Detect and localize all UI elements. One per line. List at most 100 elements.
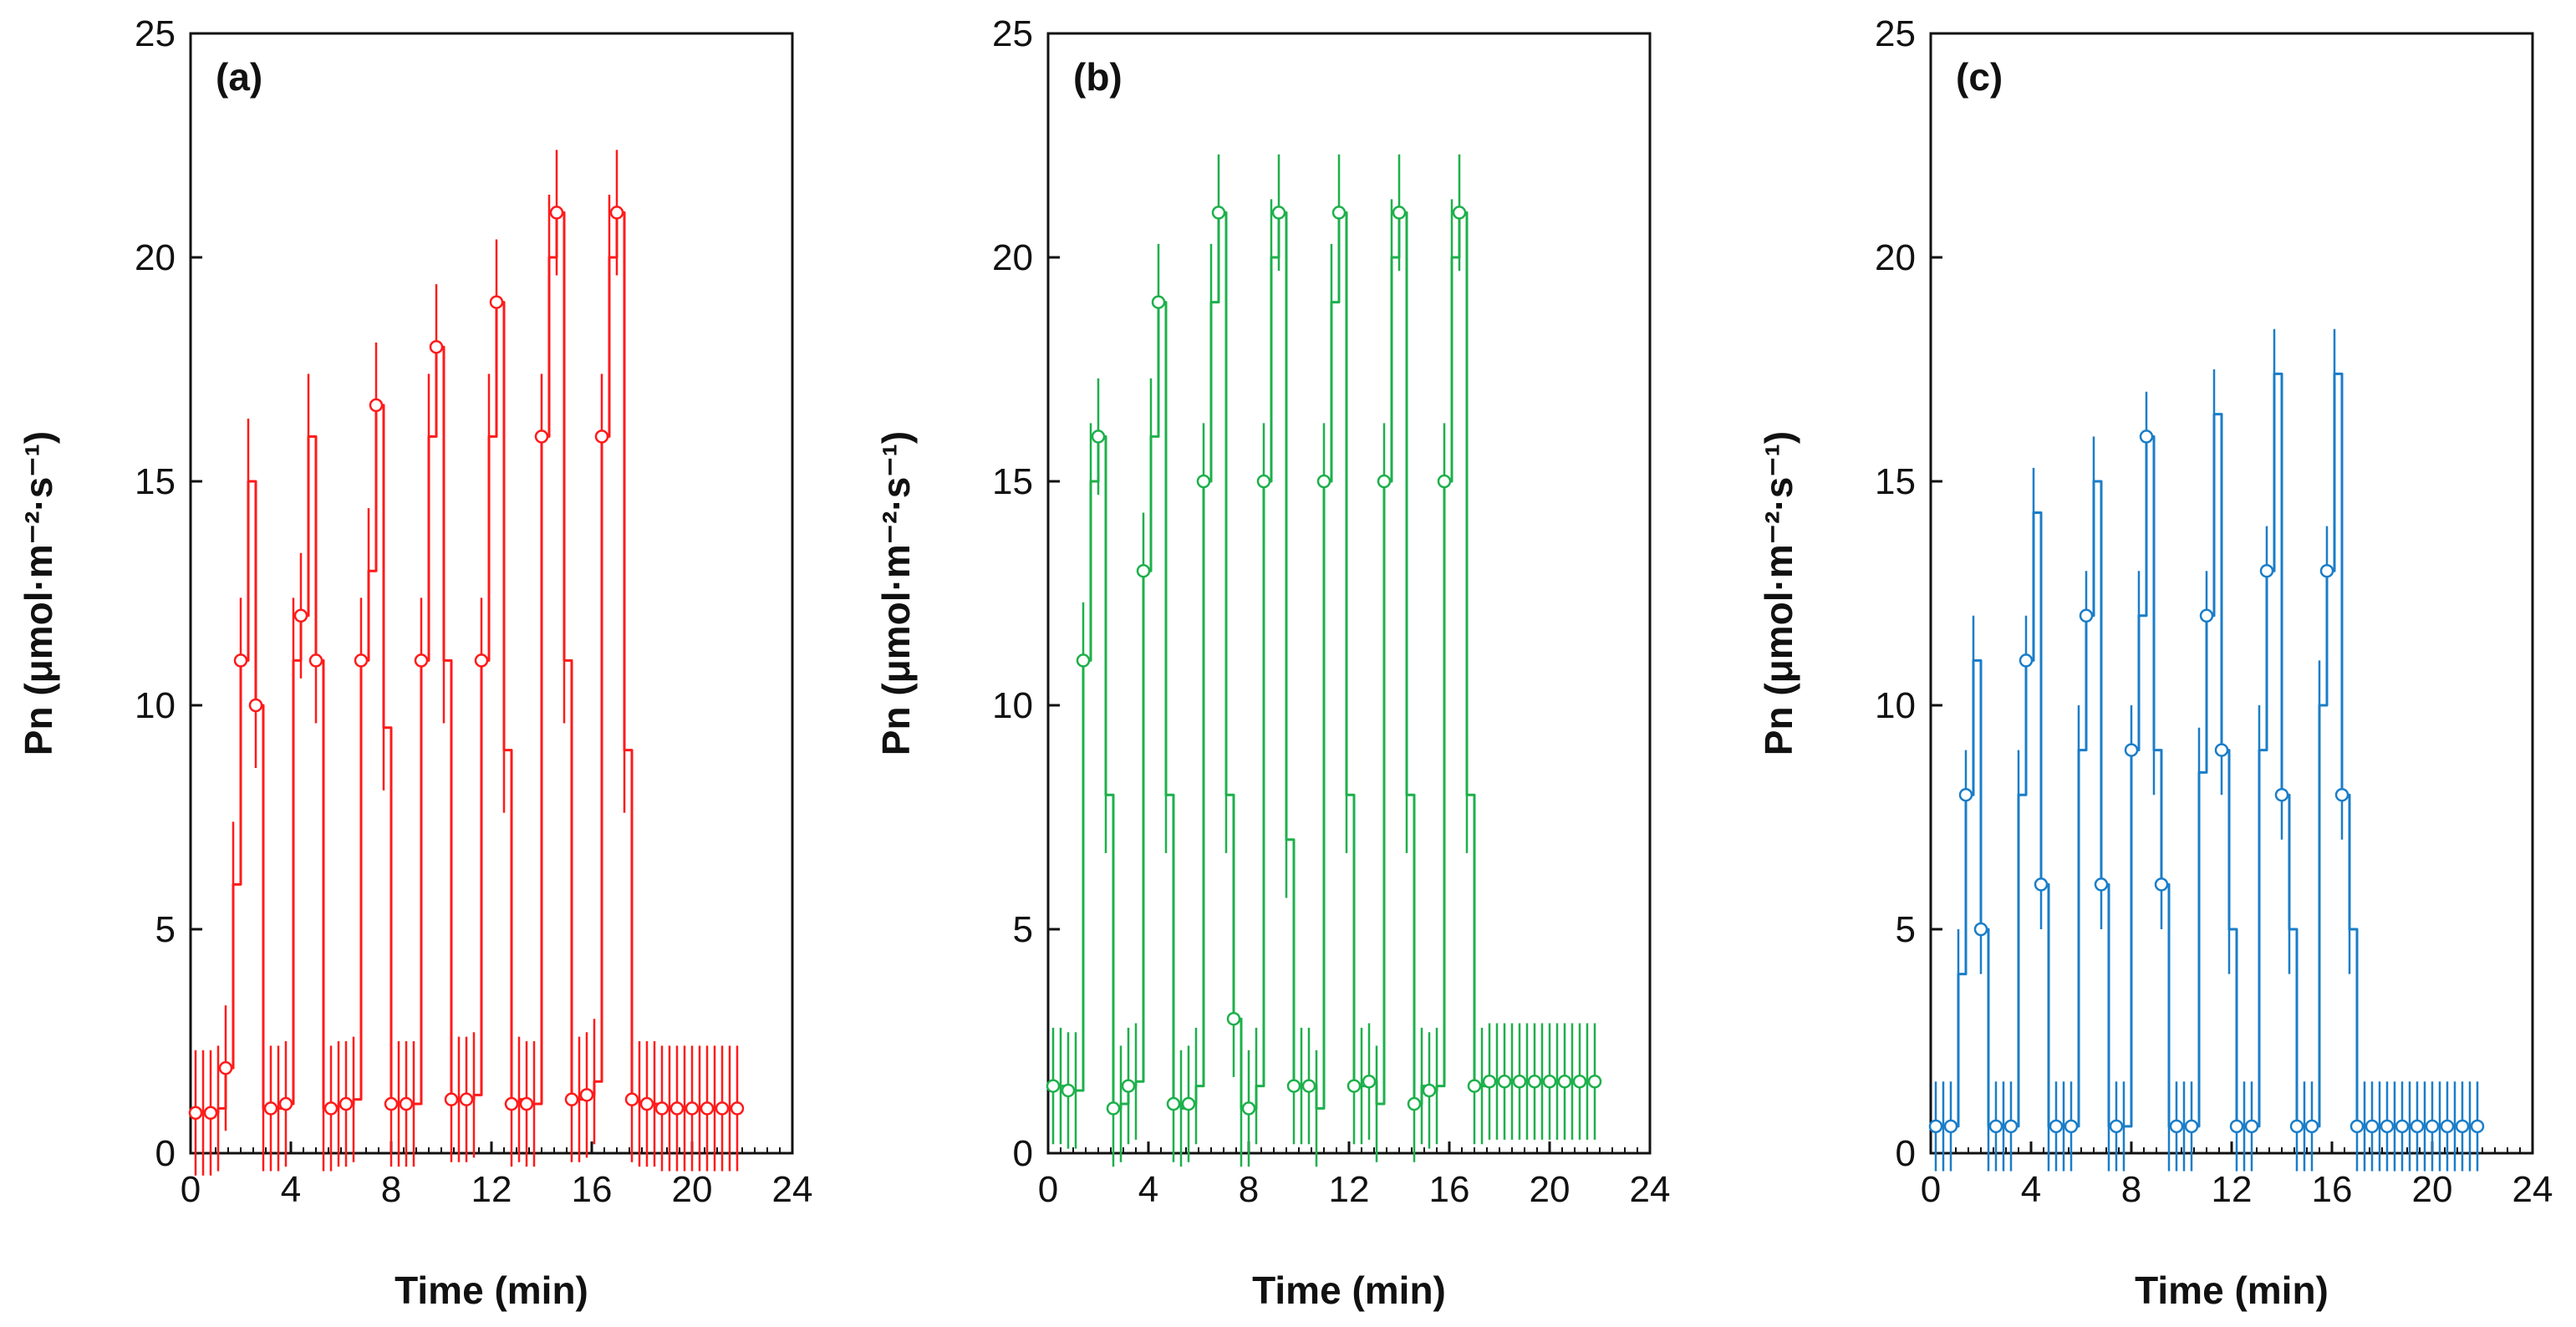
data-point xyxy=(2139,430,2154,444)
data-point xyxy=(2244,1119,2259,1134)
y-tick-label: 10 xyxy=(1875,685,1916,726)
data-point xyxy=(2455,1119,2470,1134)
x-axis-title: Time (min) xyxy=(395,1269,588,1312)
data-point xyxy=(2319,563,2334,578)
data-point xyxy=(1091,430,1106,444)
data-point xyxy=(2214,743,2229,757)
y-tick-label: 10 xyxy=(992,685,1033,726)
data-point xyxy=(1331,206,1347,220)
data-point xyxy=(1958,787,1973,802)
data-point xyxy=(1467,1079,1482,1093)
data-point xyxy=(1362,1074,1377,1089)
data-point xyxy=(459,1092,474,1106)
data-point xyxy=(2154,877,2169,892)
data-point xyxy=(1587,1074,1602,1089)
data-point xyxy=(2229,1119,2244,1134)
data-point xyxy=(2199,608,2214,623)
data-point xyxy=(1377,474,1392,489)
data-point xyxy=(429,339,444,354)
x-tick-label: 24 xyxy=(772,1169,813,1210)
chart-panel-b: (b) Time (min) Pn (μmol·m⁻²·s⁻¹) 0 5 10 15 2… xyxy=(874,13,1670,1312)
data-point xyxy=(1076,653,1091,668)
y-tick-label: 25 xyxy=(135,13,176,54)
x-tick-label: 16 xyxy=(2312,1169,2353,1210)
y-tick-label: 20 xyxy=(135,237,176,278)
data-point xyxy=(594,430,609,444)
x-tick-label: 4 xyxy=(281,1169,301,1210)
panel-label: (c) xyxy=(1956,55,2003,99)
data-point xyxy=(2395,1119,2410,1134)
y-tick-label: 15 xyxy=(992,461,1033,502)
data-point xyxy=(609,206,624,220)
data-point xyxy=(519,1096,534,1111)
tick-group: 0 5 10 15 20 25 0 4 8 12 16 20 24 xyxy=(992,13,1670,1210)
data-point xyxy=(2124,743,2139,757)
data-point xyxy=(2064,1119,2079,1134)
data-point xyxy=(1928,1119,1943,1134)
data-point xyxy=(654,1101,669,1116)
data-point xyxy=(293,608,308,623)
x-tick-label: 24 xyxy=(2512,1169,2553,1210)
data-point xyxy=(1136,563,1151,578)
y-tick-label: 25 xyxy=(992,13,1033,54)
x-tick-label: 20 xyxy=(672,1169,713,1210)
panel-label: (a) xyxy=(216,55,262,99)
data-point xyxy=(669,1101,685,1116)
data-point xyxy=(1973,922,1988,937)
chart-panel-a: (a) Time (min) Pn (μmol·m⁻²·s⁻¹) 0 5 10 15 2… xyxy=(17,13,812,1312)
data-point xyxy=(1226,1011,1241,1026)
data-point xyxy=(2289,1119,2304,1134)
data-point xyxy=(2334,787,2349,802)
x-tick-label: 8 xyxy=(2121,1169,2141,1210)
data-point xyxy=(203,1106,218,1121)
data-point xyxy=(1527,1074,1542,1089)
data-point xyxy=(2440,1119,2455,1134)
x-tick-label: 0 xyxy=(1921,1169,1941,1210)
y-axis-title: Pn (μmol·m⁻²·s⁻¹) xyxy=(17,431,60,755)
data-point xyxy=(1211,206,1226,220)
y-tick-label: 20 xyxy=(992,237,1033,278)
data-point xyxy=(444,1092,459,1106)
data-point xyxy=(384,1096,399,1111)
data-point xyxy=(2184,1119,2199,1134)
data-point xyxy=(1512,1074,1527,1089)
series-group xyxy=(188,150,745,1176)
y-tick-label: 15 xyxy=(1875,461,1916,502)
data-point xyxy=(218,1060,233,1075)
data-point xyxy=(1061,1083,1076,1098)
chart-panel-c: (c) Time (min) Pn (μmol·m⁻²·s⁻¹) 0 5 10 15 2… xyxy=(1757,13,2553,1312)
data-point xyxy=(2003,1119,2019,1134)
x-tick-label: 12 xyxy=(1329,1169,1370,1210)
data-point xyxy=(2425,1119,2440,1134)
data-point xyxy=(1046,1079,1061,1093)
data-point xyxy=(323,1101,339,1116)
data-point xyxy=(1286,1079,1301,1093)
data-point xyxy=(369,398,384,413)
series-group xyxy=(1928,328,2485,1172)
data-point xyxy=(233,653,248,668)
y-axis-title: Pn (μmol·m⁻²·s⁻¹) xyxy=(1757,431,1800,755)
data-point xyxy=(639,1096,654,1111)
data-point xyxy=(1392,206,1407,220)
x-tick-label: 0 xyxy=(181,1169,201,1210)
data-point xyxy=(399,1096,414,1111)
data-point xyxy=(2274,787,2289,802)
data-point xyxy=(564,1092,579,1106)
data-point xyxy=(2079,608,2094,623)
data-point xyxy=(1557,1074,1572,1089)
y-tick-label: 5 xyxy=(1896,909,1916,950)
x-tick-label: 20 xyxy=(1530,1169,1571,1210)
data-point xyxy=(1196,474,1211,489)
series-group xyxy=(1046,154,1602,1167)
data-point xyxy=(579,1088,594,1102)
y-tick-label: 0 xyxy=(155,1133,176,1174)
y-tick-label: 10 xyxy=(135,685,176,726)
data-point xyxy=(1482,1074,1497,1089)
data-point xyxy=(2349,1119,2365,1134)
data-point xyxy=(248,698,263,713)
data-point xyxy=(2380,1119,2395,1134)
data-point xyxy=(1542,1074,1557,1089)
panel-label: (b) xyxy=(1073,55,1123,99)
data-point xyxy=(2169,1119,2184,1134)
